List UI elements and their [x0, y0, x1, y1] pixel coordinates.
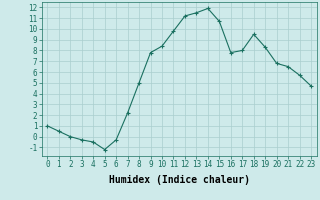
X-axis label: Humidex (Indice chaleur): Humidex (Indice chaleur) — [109, 175, 250, 185]
